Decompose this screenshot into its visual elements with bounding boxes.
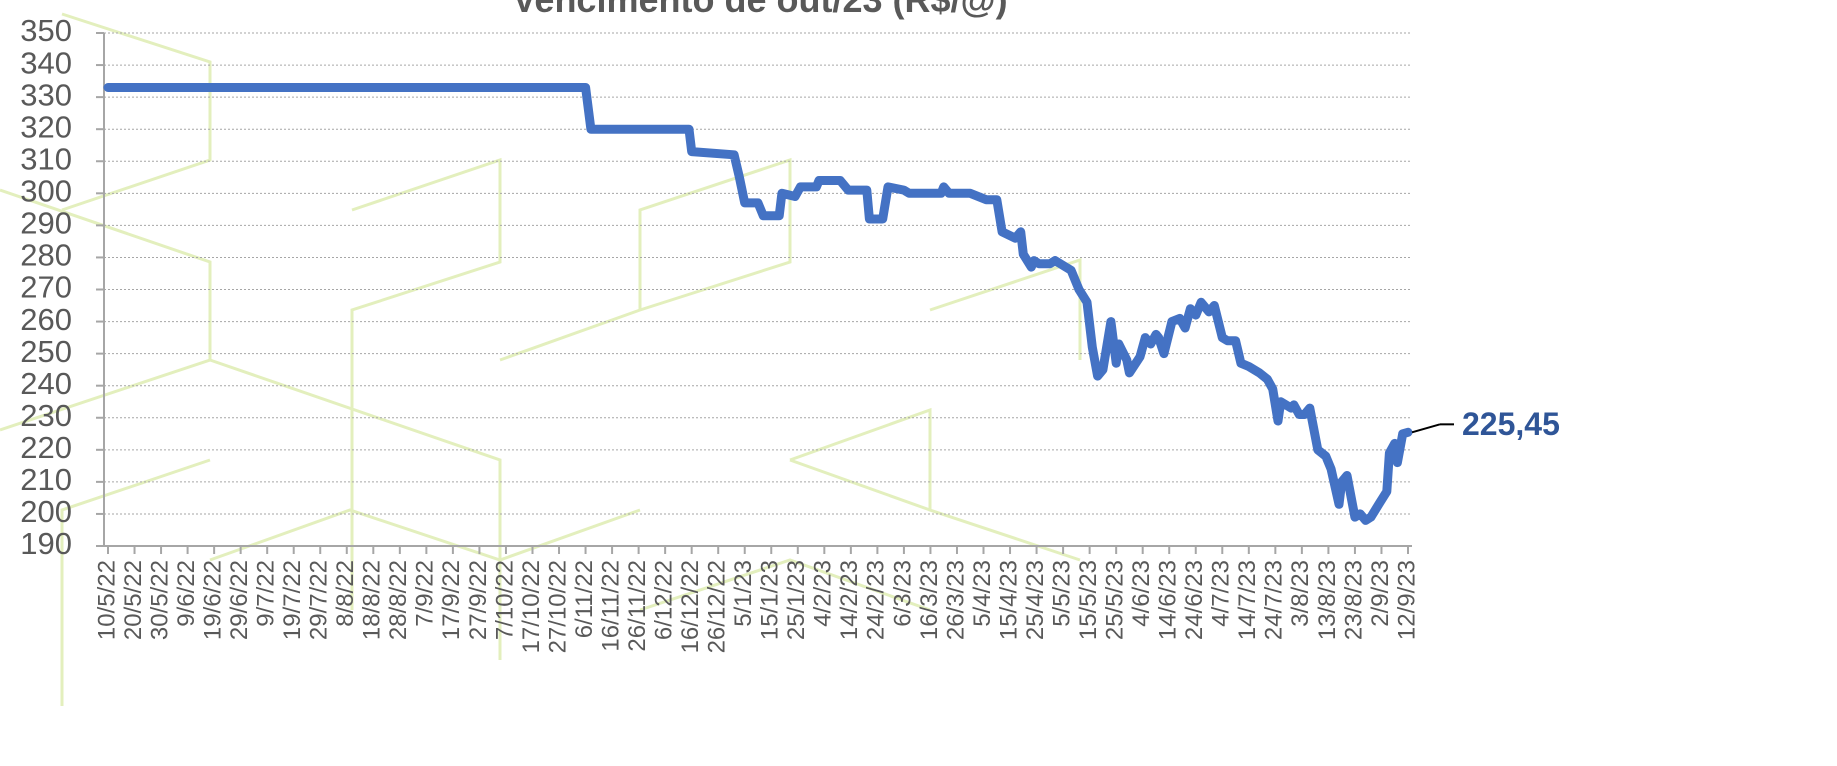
y-tick-label: 230 — [20, 398, 72, 433]
x-tick-label: 17/10/22 — [518, 560, 545, 653]
x-tick-label: 16/3/23 — [916, 560, 943, 640]
y-tick-label: 270 — [20, 270, 72, 305]
chart: Vencimento de out/23 (R$/@) 190200210220… — [0, 0, 1837, 766]
x-tick-label: 17/9/22 — [438, 560, 465, 640]
x-tick-label: 5/5/23 — [1048, 560, 1075, 627]
y-tick-label: 320 — [20, 109, 72, 144]
x-tick-label: 16/11/22 — [597, 560, 624, 652]
x-tick-label: 2/9/23 — [1367, 560, 1394, 627]
x-tick-label: 23/8/23 — [1340, 560, 1367, 640]
x-tick-label: 30/5/22 — [146, 560, 173, 640]
y-tick-label: 210 — [20, 462, 72, 497]
page: Vencimento de out/23 (R$/@) 190200210220… — [0, 0, 1837, 766]
y-tick-label: 220 — [20, 430, 72, 465]
x-tick-label: 7/9/22 — [412, 560, 439, 627]
x-tick-label: 15/1/23 — [757, 560, 784, 640]
x-tick-label: 28/8/22 — [385, 560, 412, 640]
x-tick-label: 24/2/23 — [863, 560, 890, 640]
x-tick-label: 14/6/23 — [1155, 560, 1182, 640]
x-tick-label: 16/12/22 — [677, 560, 704, 653]
x-tick-label: 3/8/23 — [1287, 560, 1314, 627]
x-tick-label: 26/3/23 — [942, 560, 969, 640]
x-tick-label: 10/5/22 — [93, 560, 120, 640]
x-tick-label: 8/8/22 — [332, 560, 359, 627]
x-tick-label: 18/8/22 — [359, 560, 386, 640]
x-tick-label: 15/4/23 — [995, 560, 1022, 640]
x-tick-label: 6/12/22 — [650, 560, 677, 640]
x-tick-label: 6/11/22 — [571, 560, 598, 638]
price-line — [108, 88, 1408, 521]
y-tick-label: 280 — [20, 238, 72, 273]
value-label: 225,45 — [1462, 406, 1560, 442]
y-tick-label: 310 — [20, 141, 72, 176]
x-tick-label: 24/7/23 — [1261, 560, 1288, 640]
chart-title: Vencimento de out/23 (R$/@) — [512, 0, 1007, 20]
y-tick-label: 290 — [20, 206, 72, 241]
x-tick-label: 14/2/23 — [836, 560, 863, 640]
x-tick-label: 25/5/23 — [1102, 560, 1129, 640]
y-tick-label: 250 — [20, 334, 72, 369]
x-tick-label: 12/9/23 — [1393, 560, 1420, 640]
y-tick-label: 300 — [20, 174, 72, 209]
y-tick-label: 260 — [20, 302, 72, 337]
x-tick-label: 4/2/23 — [810, 560, 837, 627]
y-tick-label: 330 — [20, 77, 72, 112]
x-tick-label: 15/5/23 — [1075, 560, 1102, 640]
x-tick-label: 24/6/23 — [1181, 560, 1208, 640]
x-tick-label: 19/7/22 — [279, 560, 306, 640]
x-tick-label: 4/6/23 — [1128, 560, 1155, 627]
x-tick-label: 25/4/23 — [1022, 560, 1049, 640]
x-tick-label: 27/10/22 — [544, 560, 571, 653]
label-leader — [1412, 424, 1440, 432]
x-tick-label: 29/6/22 — [226, 560, 253, 640]
y-tick-label: 350 — [20, 13, 72, 48]
x-tick-label: 19/6/22 — [199, 560, 226, 640]
x-tick-label: 6/3/23 — [889, 560, 916, 627]
x-tick-label: 4/7/23 — [1208, 560, 1235, 627]
x-tick-label: 7/10/22 — [491, 560, 518, 640]
x-tick-label: 9/7/22 — [253, 560, 280, 627]
x-tick-label: 26/12/22 — [704, 560, 731, 653]
x-tick-label: 29/7/22 — [306, 560, 333, 640]
x-tick-label: 13/8/23 — [1314, 560, 1341, 640]
x-tick-label: 26/11/22 — [624, 560, 651, 652]
x-tick-label: 14/7/23 — [1234, 560, 1261, 640]
x-tick-label: 5/4/23 — [969, 560, 996, 627]
y-tick-label: 240 — [20, 366, 72, 401]
y-tick-label: 340 — [20, 45, 72, 80]
x-tick-label: 9/6/22 — [173, 560, 200, 627]
x-tick-label: 5/1/23 — [730, 560, 757, 627]
x-tick-label: 27/9/22 — [465, 560, 492, 640]
x-tick-label: 25/1/23 — [783, 560, 810, 640]
x-tick-label: 20/5/22 — [120, 560, 147, 640]
y-tick-label: 190 — [20, 526, 72, 561]
y-tick-label: 200 — [20, 494, 72, 529]
